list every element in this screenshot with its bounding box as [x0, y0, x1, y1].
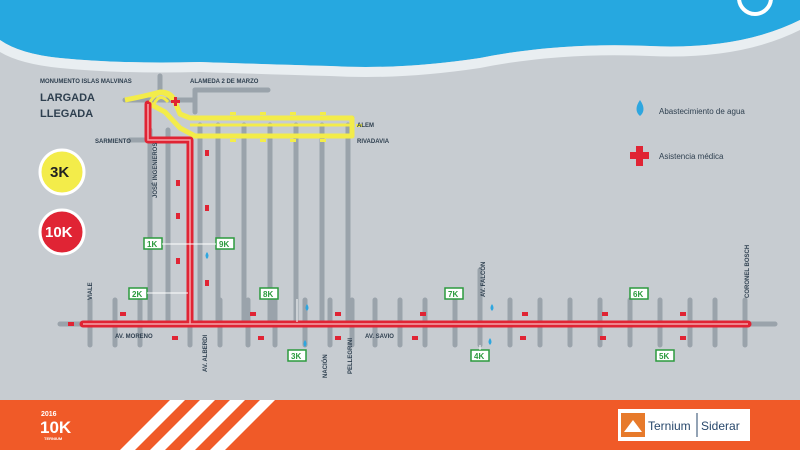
- km-marker-6k: 6K: [629, 287, 649, 300]
- legend-medical-label: Asistencia médica: [659, 152, 724, 161]
- km-marker-7k: 7K: [444, 287, 464, 300]
- street-label-jose-ingenieros: JOSÉ INGENIEROS: [151, 143, 159, 198]
- svg-text:TERNIUM: TERNIUM: [44, 436, 63, 441]
- street-label-coronel-bosch: CORONEL BOSCH: [745, 245, 751, 298]
- svg-text:5K: 5K: [659, 352, 669, 361]
- svg-text:3K: 3K: [50, 164, 69, 181]
- badge-3k: 3K: [38, 148, 86, 196]
- street-label-av-savio: AV. SAVIO: [365, 334, 394, 340]
- route-10k-arrows: [68, 150, 686, 340]
- street-label-alameda: ALAMEDA 2 DE MARZO: [190, 79, 259, 85]
- street-label-nacion: NACIÓN: [321, 354, 329, 378]
- km-marker-5k: 5K: [655, 349, 675, 362]
- svg-text:9K: 9K: [219, 240, 229, 249]
- water-station-icons: [205, 252, 494, 347]
- street-label-av-alberdi: AV. ALBERDI: [203, 335, 209, 372]
- finish-label: LLEGADA: [40, 108, 93, 120]
- coastline: [0, 20, 800, 77]
- svg-text:10K: 10K: [45, 224, 73, 241]
- street-label-sarmiento: SARMIENTO: [95, 139, 131, 145]
- route-3k-arrows: [230, 112, 362, 142]
- legend-water: Abastecimiento de agua: [636, 100, 745, 116]
- sponsor-logo: Ternium Siderar: [618, 409, 750, 441]
- svg-text:Ternium: Ternium: [648, 419, 691, 433]
- compass-icon: [737, 0, 773, 16]
- street-label-alem: ALEM: [357, 123, 374, 129]
- svg-text:2016: 2016: [41, 411, 57, 418]
- badge-10k: 10K: [38, 208, 86, 256]
- km-marker-4k: 4K: [470, 349, 490, 362]
- svg-text:6K: 6K: [633, 290, 643, 299]
- sea: [0, 0, 800, 67]
- street-label-av-falcon: AV. FALCÓN: [479, 262, 487, 297]
- route-10k-inner: [83, 104, 748, 325]
- svg-text:2K: 2K: [132, 290, 142, 299]
- footer-stripes: [120, 400, 275, 450]
- water-drop-icon: [636, 100, 644, 116]
- start-finish-arch: [148, 92, 174, 105]
- km-marker-9k: 9K: [215, 237, 235, 250]
- ternium-mark-icon: [621, 413, 645, 437]
- street-label-monumento: MONUMENTO ISLAS MALVINAS: [40, 79, 132, 85]
- km-marker-8k: 8K: [259, 287, 279, 300]
- svg-text:Siderar: Siderar: [701, 419, 740, 433]
- svg-text:7K: 7K: [448, 290, 458, 299]
- legend-water-label: Abastecimiento de agua: [659, 107, 745, 116]
- start-label: LARGADA: [40, 92, 95, 104]
- svg-text:1K: 1K: [147, 240, 157, 249]
- km-marker-1k: 1K: [143, 237, 163, 250]
- km-marker-3k: 3K: [287, 349, 307, 362]
- svg-text:8K: 8K: [263, 290, 273, 299]
- street-grid: [57, 73, 778, 348]
- svg-text:10K: 10K: [40, 418, 72, 437]
- first-aid-cross-icon: [171, 97, 180, 106]
- km-marker-leaders: [147, 243, 481, 350]
- street-label-pellegrini: PELLEGRINI: [348, 338, 354, 374]
- street-label-viale: VIALE: [88, 282, 94, 300]
- event-logo: 2016 10K TERNIUM: [40, 411, 72, 441]
- svg-text:3K: 3K: [291, 352, 301, 361]
- km-marker-2k: 2K: [128, 287, 148, 300]
- route-3k: [124, 89, 355, 139]
- svg-text:4K: 4K: [474, 352, 484, 361]
- street-label-rivadavia: RIVADAVIA: [357, 139, 390, 145]
- legend-medical: Asistencia médica: [630, 146, 724, 166]
- street-label-av-moreno: AV. MORENO: [115, 334, 153, 340]
- km-markers: 1K 9K 2K 8K 3K 7K 4K 6K 5K: [128, 237, 675, 362]
- legend: Abastecimiento de agua Asistencia médica: [630, 100, 745, 166]
- medical-cross-icon: [630, 146, 649, 166]
